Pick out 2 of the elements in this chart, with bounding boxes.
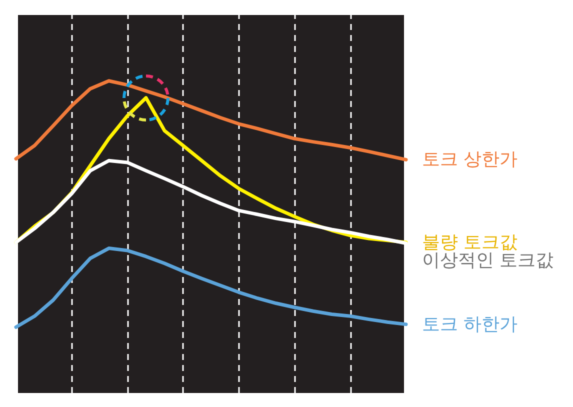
series-label: 토크 상한가 — [422, 149, 518, 170]
series-label: 토크 하한가 — [422, 314, 518, 335]
